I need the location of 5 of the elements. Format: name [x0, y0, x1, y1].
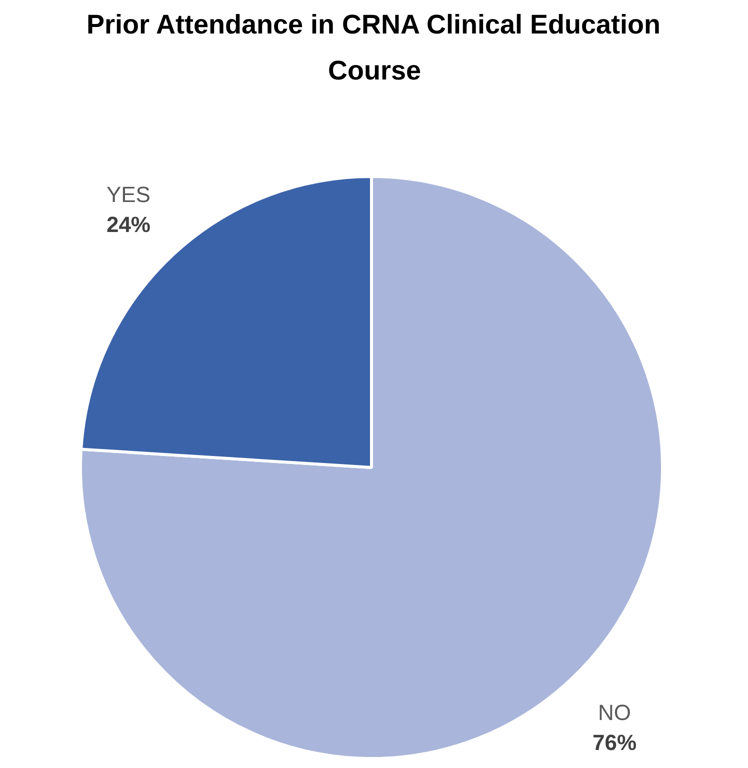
slice-label: NO — [598, 700, 632, 725]
data-label: 24% — [106, 212, 151, 238]
slice-label: YES — [106, 182, 150, 208]
chart-title: Prior Attendance in CRNA Clinical Education Course — [86, 10, 661, 86]
data-label: 76% — [592, 730, 637, 755]
